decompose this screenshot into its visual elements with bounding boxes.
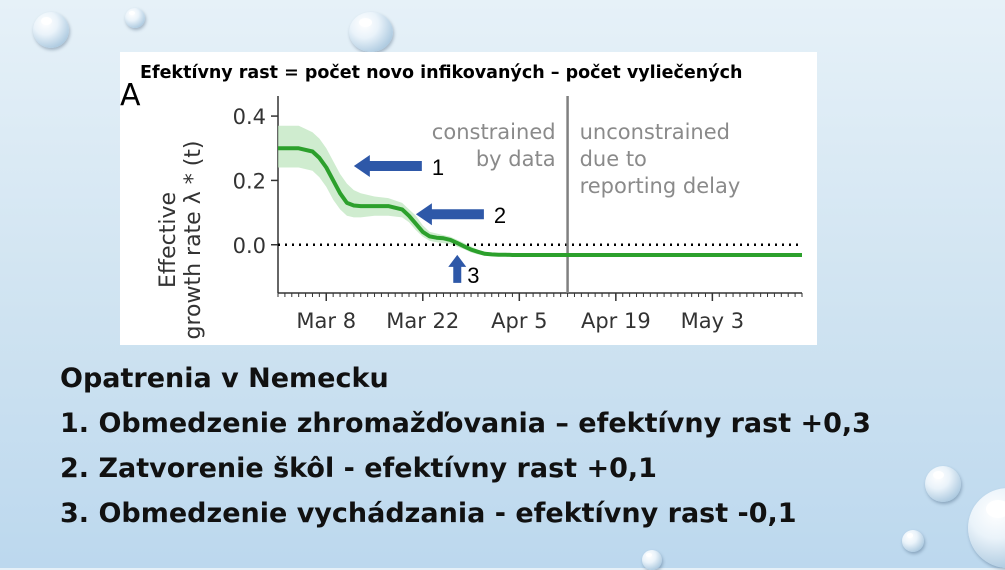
annotation-arrow [448, 254, 467, 283]
annotation-arrow [415, 203, 484, 226]
chart-panel: Efektívny rast = počet novo infikovaných… [120, 52, 817, 345]
bubble-decoration [349, 12, 393, 52]
region-label-constrained: by data [476, 147, 556, 171]
measures-list: Opatrenia v Nemecku 1. Obmedzenie zhroma… [60, 356, 871, 536]
list-item: 2. Zatvorenie škôl - efektívny rast +0,1 [60, 453, 657, 484]
bubble-decoration [125, 8, 145, 28]
bubble-decoration [902, 530, 924, 552]
x-tick-label: Mar 8 [296, 309, 356, 333]
growth-rate-line [278, 146, 802, 257]
growth-rate-chart: Efektívny rast = počet novo infikovaných… [120, 63, 803, 340]
list-item: 3. Obmedzenie vychádzania - efektívny ra… [60, 498, 797, 529]
region-label-unconstrained: reporting delay [580, 174, 741, 198]
region-label-constrained: constrained [432, 120, 556, 144]
x-tick-label: Apr 19 [581, 309, 651, 333]
panel-label: A [120, 78, 141, 113]
plot-area: 0.4 0.2 0.0 Mar 8 Mar 22 Apr 5 Apr 19 May 3 cons… [233, 96, 803, 333]
list-heading: Opatrenia v Nemecku [60, 363, 389, 394]
annotation-label: 3 [467, 263, 479, 288]
y-axis-label-line1: Effective [156, 192, 181, 288]
list-item: 1. Obmedzenie zhromažďovania – efektívny… [60, 408, 871, 439]
annotation-arrow [353, 154, 422, 177]
x-tick-label: May 3 [681, 309, 744, 333]
y-tick-label: 0.0 [233, 234, 266, 258]
bubble-decoration [33, 12, 69, 48]
bubble-decoration [925, 466, 961, 502]
x-tick-label: Mar 22 [386, 309, 459, 333]
chart-title: Efektívny rast = počet novo infikovaných… [140, 63, 742, 83]
bubble-decoration [642, 550, 662, 570]
annotation-label: 2 [494, 203, 506, 228]
y-axis-label-line2: growth rate λ * (t) [181, 140, 206, 339]
region-label-unconstrained: due to [580, 147, 647, 171]
x-tick-label: Apr 5 [491, 309, 547, 333]
bubble-decoration [968, 488, 1005, 568]
annotation-label: 1 [432, 155, 444, 180]
y-tick-label: 0.4 [233, 105, 266, 129]
region-label-unconstrained: unconstrained [580, 120, 730, 144]
y-tick-label: 0.2 [233, 169, 266, 193]
